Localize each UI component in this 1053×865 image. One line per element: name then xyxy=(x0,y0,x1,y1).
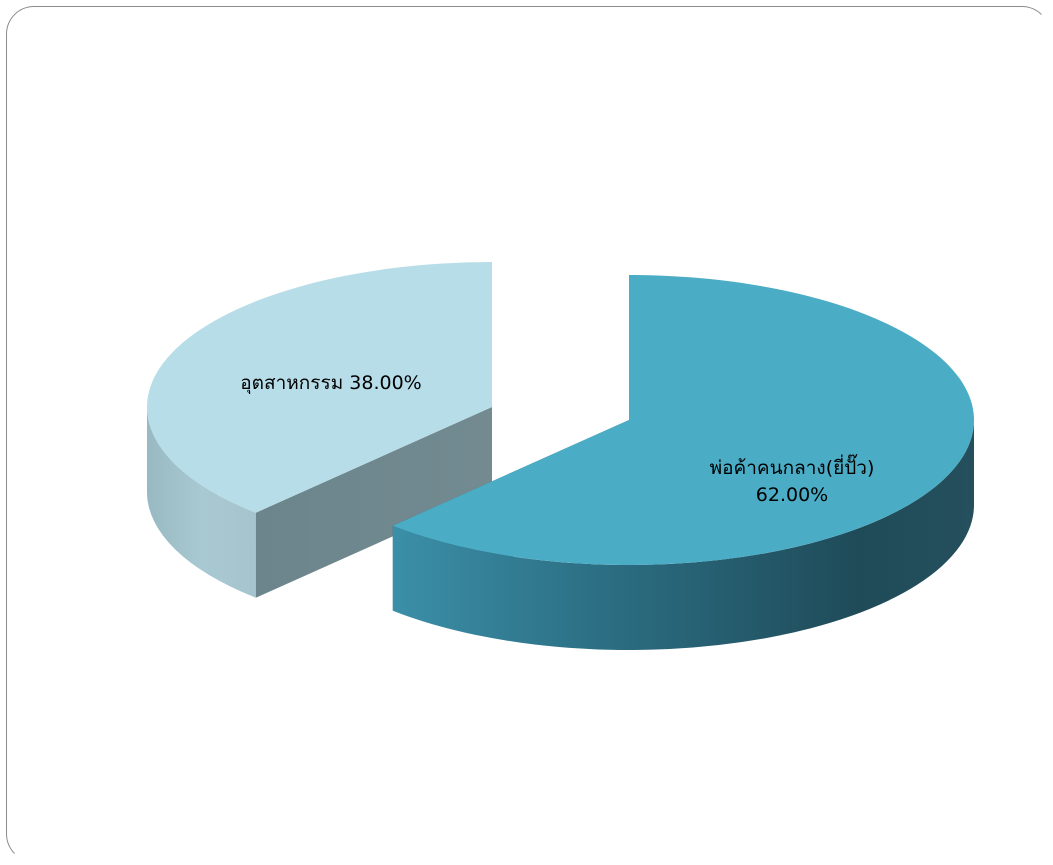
slice-industry-side xyxy=(147,407,256,598)
data-label-industry: อุตสาหกรรม 38.00% xyxy=(240,372,421,395)
slice-intermediary-trader xyxy=(392,275,974,650)
slice-industry xyxy=(147,262,492,598)
slice-industry-cut-face xyxy=(255,407,492,598)
data-label-intermediary-trader-category: พ่อค้าคนกลาง(ยี่ปั๊ว) xyxy=(710,454,875,479)
data-label-industry-category: อุตสาหกรรม xyxy=(240,372,349,395)
slice-industry-top xyxy=(147,262,492,513)
data-label-intermediary-trader-value: 62.00% xyxy=(756,484,828,506)
slice-intermediary-top xyxy=(392,275,974,565)
data-label-intermediary-trader: พ่อค้าคนกลาง(ยี่ปั๊ว) 62.00% xyxy=(710,454,875,506)
data-label-industry-value: 38.00% xyxy=(349,372,421,394)
slice-intermediary-side xyxy=(392,420,974,650)
